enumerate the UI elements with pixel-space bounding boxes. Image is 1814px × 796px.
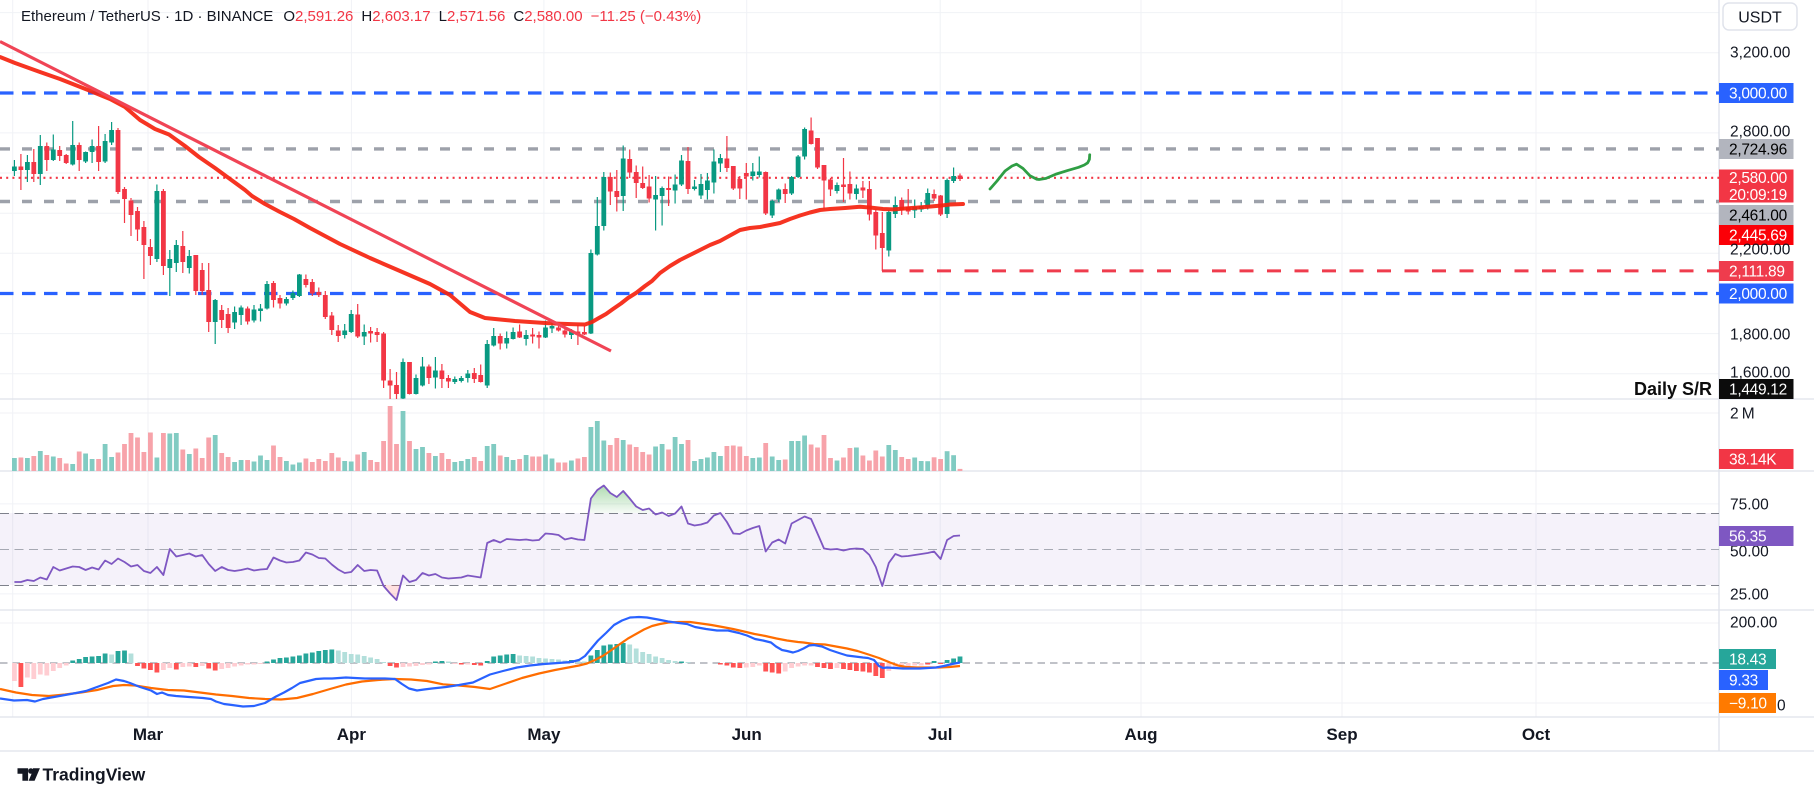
svg-text:Ethereum / TetherUS · 1D · BIN: Ethereum / TetherUS · 1D · BINANCE O2,591… xyxy=(21,8,701,25)
svg-text:May: May xyxy=(527,725,561,744)
svg-text:Mar: Mar xyxy=(133,725,164,744)
svg-text:50.00: 50.00 xyxy=(1730,544,1769,561)
svg-text:9.33: 9.33 xyxy=(1729,673,1758,690)
svg-text:20:09:19: 20:09:19 xyxy=(1729,187,1787,204)
svg-text:Jun: Jun xyxy=(732,725,762,744)
svg-text:Oct: Oct xyxy=(1522,725,1551,744)
svg-text:18.43: 18.43 xyxy=(1729,652,1766,669)
svg-text:Jul: Jul xyxy=(928,725,953,744)
svg-text:Daily S/R: Daily S/R xyxy=(1634,379,1712,399)
svg-text:Apr: Apr xyxy=(337,725,367,744)
svg-text:TradingView: TradingView xyxy=(43,765,146,785)
svg-text:1,600.00: 1,600.00 xyxy=(1730,365,1791,382)
svg-text:38.14K: 38.14K xyxy=(1729,452,1777,469)
svg-text:USDT: USDT xyxy=(1738,10,1782,27)
svg-text:2,461.00: 2,461.00 xyxy=(1729,208,1788,225)
svg-text:2,445.69: 2,445.69 xyxy=(1729,228,1787,245)
svg-text:200.00: 200.00 xyxy=(1730,615,1778,632)
svg-text:56.35: 56.35 xyxy=(1729,529,1766,546)
svg-text:Aug: Aug xyxy=(1124,725,1157,744)
svg-text:1,449.12: 1,449.12 xyxy=(1729,382,1787,399)
svg-text:2,724.96: 2,724.96 xyxy=(1729,142,1787,159)
svg-text:2,580.00: 2,580.00 xyxy=(1729,170,1788,187)
svg-text:25.00: 25.00 xyxy=(1730,587,1769,604)
svg-text:0: 0 xyxy=(1777,698,1786,715)
svg-text:1,800.00: 1,800.00 xyxy=(1730,327,1791,344)
svg-text:Sep: Sep xyxy=(1326,725,1357,744)
svg-text:2,200.00: 2,200.00 xyxy=(1730,242,1791,259)
svg-text:75.00: 75.00 xyxy=(1730,497,1769,514)
svg-text:−9.10: −9.10 xyxy=(1729,696,1767,713)
svg-text:2,000.00: 2,000.00 xyxy=(1729,286,1788,303)
svg-text:2,111.89: 2,111.89 xyxy=(1729,264,1785,281)
svg-text:3,200.00: 3,200.00 xyxy=(1730,45,1791,62)
svg-text:3,000.00: 3,000.00 xyxy=(1729,86,1788,103)
svg-text:2 M: 2 M xyxy=(1730,406,1755,423)
svg-text:2,800.00: 2,800.00 xyxy=(1730,124,1791,141)
